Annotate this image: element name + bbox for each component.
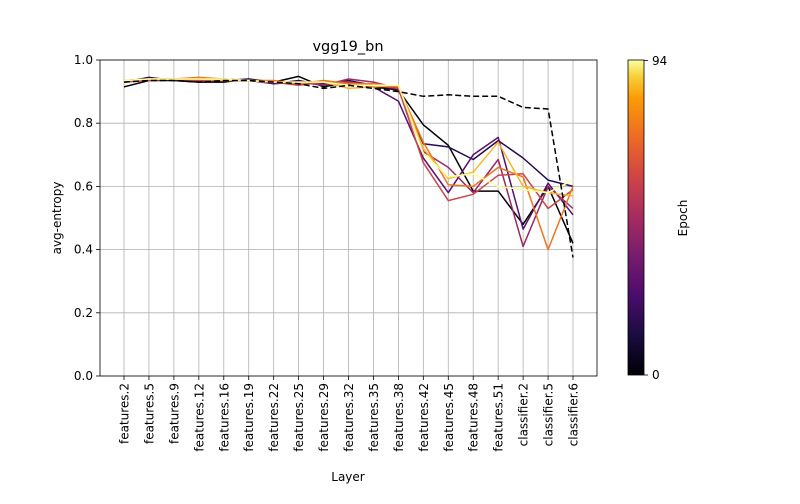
x-tick-label: features.9 [167,383,181,444]
colorbar-max-label: 94 [652,54,667,68]
x-tick-label: features.25 [292,383,306,452]
colorbar-label: Epoch [676,200,690,237]
x-tick-label: classifier.2 [517,383,531,446]
series-line [123,76,574,251]
x-tick-label: features.45 [442,383,456,452]
chart-title: vgg19_bn [312,39,383,55]
axes: 0.0 0.2 0.4 0.6 0.8 1.0 features.2 features.5 fe… [74,53,598,452]
y-tick-label: 0.6 [74,179,93,193]
grid [100,59,597,377]
y-tick-label: 0.4 [74,243,93,257]
x-tick-label: classifier.5 [542,383,556,446]
y-tick-label: 0.0 [74,369,93,383]
x-tick-label: features.38 [392,383,406,452]
series-lines [123,75,574,258]
x-tick-label: features.12 [192,383,206,452]
y-tick-label: 0.2 [74,306,93,320]
x-tick-label: features.29 [317,383,331,452]
y-axis-label: avg-entropy [50,182,64,255]
x-tick-label: features.35 [367,383,381,452]
x-tick-label: features.2 [118,383,132,444]
y-tick-label: 1.0 [74,53,93,67]
x-axis-label: Layer [331,470,365,484]
series-line [123,78,574,210]
series-line-dashed [123,79,574,258]
x-tick-label: features.22 [267,383,281,452]
x-tick-label: features.51 [492,383,506,452]
colorbar-min-label: 0 [652,368,660,382]
colorbar-gradient [627,59,645,376]
x-tick-label: features.48 [467,383,481,452]
x-tick-label: features.16 [217,383,231,452]
x-tick-label: features.32 [342,383,356,452]
x-tick-label: features.42 [417,383,431,452]
x-tick-label: features.19 [242,383,256,452]
y-tick-label: 0.8 [74,116,93,130]
x-tick-label: classifier.6 [567,383,581,446]
x-tick-label: features.5 [142,383,156,444]
colorbar: 94 0 Epoch [627,54,690,382]
